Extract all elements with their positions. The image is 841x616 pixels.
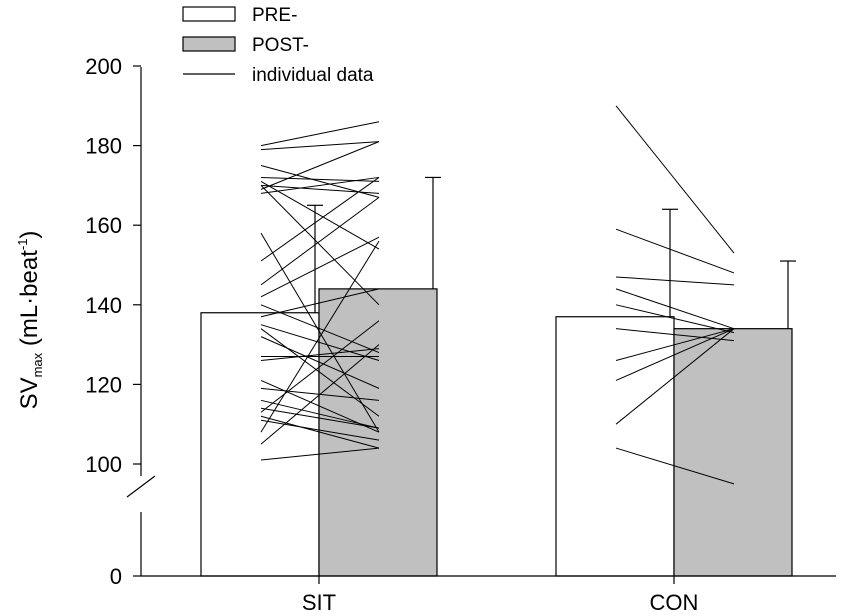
individual-line	[260, 240, 380, 433]
individual-line	[260, 184, 380, 194]
legend: PRE- POST- individual data	[182, 5, 374, 86]
y-tick-label: 100	[85, 452, 122, 477]
individual-line	[615, 328, 735, 342]
bar-sit-pre	[200, 312, 320, 577]
individual-line	[260, 320, 380, 413]
bar-con-post	[673, 328, 793, 577]
individual-line	[260, 288, 380, 318]
y-tick-label: 180	[85, 134, 122, 159]
individual-line	[260, 141, 380, 151]
individual-line	[260, 185, 380, 306]
individual-line	[260, 141, 380, 190]
individual-line	[260, 399, 380, 429]
individual-line	[260, 177, 380, 262]
legend-label-post: POST-	[252, 35, 309, 56]
individual-line	[260, 415, 380, 449]
individual-line	[615, 328, 735, 362]
individual-line	[260, 121, 380, 147]
individual-line	[615, 105, 735, 254]
individual-line	[260, 176, 380, 182]
y-tick-label: 120	[85, 372, 122, 397]
individual-line	[260, 196, 380, 286]
individual-line	[260, 236, 380, 298]
individual-line	[260, 304, 380, 354]
y-axis-label: SVmax (mL·beat-1)	[15, 231, 45, 410]
x-tick-label-sit: SIT	[302, 590, 336, 615]
individual-line	[260, 328, 380, 417]
individual-line	[260, 336, 380, 389]
individual-line	[615, 328, 735, 381]
bar-sit-post	[318, 288, 438, 577]
individual-line	[260, 447, 380, 461]
individual-line	[260, 232, 380, 433]
individual-line	[615, 447, 735, 485]
axis-break-mark	[126, 475, 156, 498]
individual-line	[615, 276, 735, 286]
legend-swatch-pre	[182, 6, 236, 22]
legend-label-pre: PRE-	[252, 5, 297, 26]
y-tick-label: 160	[85, 213, 122, 238]
plot-area: 0 100 120 140 160 180 200 SIT CON	[85, 54, 836, 615]
y-tick-label: 0	[110, 564, 122, 589]
individual-line	[260, 180, 380, 250]
y-tick-label: 200	[85, 54, 122, 79]
individual-line	[615, 328, 735, 425]
legend-swatch-post	[182, 36, 236, 52]
individual-line	[260, 419, 380, 441]
bar-con-pre	[555, 316, 675, 577]
individual-line	[260, 176, 380, 194]
individual-line	[260, 407, 380, 429]
y-tick-label: 140	[85, 293, 122, 318]
legend-label-individual: individual data	[252, 65, 374, 86]
individual-line	[615, 288, 735, 330]
individual-line	[260, 344, 380, 445]
x-tick-label-con: CON	[650, 590, 699, 615]
individual-line	[260, 324, 380, 361]
individual-line	[615, 304, 735, 334]
individual-line	[260, 348, 380, 362]
individual-line	[615, 228, 735, 274]
